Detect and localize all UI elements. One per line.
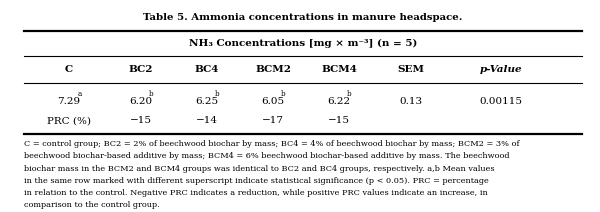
Text: BCM4: BCM4 [321, 66, 357, 74]
Text: 7.29: 7.29 [58, 97, 80, 106]
Text: SEM: SEM [398, 66, 425, 74]
Text: 0.13: 0.13 [400, 97, 422, 106]
Text: BCM2: BCM2 [255, 66, 291, 74]
Text: −17: −17 [262, 116, 284, 125]
Text: 6.25: 6.25 [196, 97, 218, 106]
Text: beechwood biochar-based additive by mass; BCM4 = 6% beechwood biochar-based addi: beechwood biochar-based additive by mass… [24, 152, 509, 160]
Text: BC2: BC2 [129, 66, 153, 74]
Text: PRC (%): PRC (%) [47, 116, 91, 125]
Text: comparison to the control group.: comparison to the control group. [24, 201, 160, 209]
Text: in the same row marked with different superscript indicate statistical significa: in the same row marked with different su… [24, 177, 489, 185]
Text: −15: −15 [328, 116, 350, 125]
Text: NH₃ Concentrations [mg × m⁻³] (n = 5): NH₃ Concentrations [mg × m⁻³] (n = 5) [189, 39, 417, 48]
Text: b: b [149, 90, 154, 98]
Text: b: b [347, 90, 352, 98]
Text: 0.00115: 0.00115 [479, 97, 523, 106]
Text: 6.22: 6.22 [328, 97, 350, 106]
Text: BC4: BC4 [195, 66, 219, 74]
Text: biochar mass in the BCM2 and BCM4 groups was identical to BC2 and BC4 groups, re: biochar mass in the BCM2 and BCM4 groups… [24, 165, 494, 173]
Text: b: b [215, 90, 220, 98]
Text: p-Value: p-Value [479, 66, 523, 74]
Text: 6.20: 6.20 [130, 97, 152, 106]
Text: C: C [65, 66, 73, 74]
Text: b: b [281, 90, 286, 98]
Text: 6.05: 6.05 [262, 97, 284, 106]
Text: a: a [78, 90, 82, 98]
Text: −14: −14 [196, 116, 218, 125]
Text: in relation to the control. Negative PRC indicates a reduction, while positive P: in relation to the control. Negative PRC… [24, 189, 488, 197]
Text: −15: −15 [130, 116, 152, 125]
Text: Table 5. Ammonia concentrations in manure headspace.: Table 5. Ammonia concentrations in manur… [143, 13, 463, 22]
Text: C = control group; BC2 = 2% of beechwood biochar by mass; BC4 = 4% of beechwood : C = control group; BC2 = 2% of beechwood… [24, 140, 520, 148]
